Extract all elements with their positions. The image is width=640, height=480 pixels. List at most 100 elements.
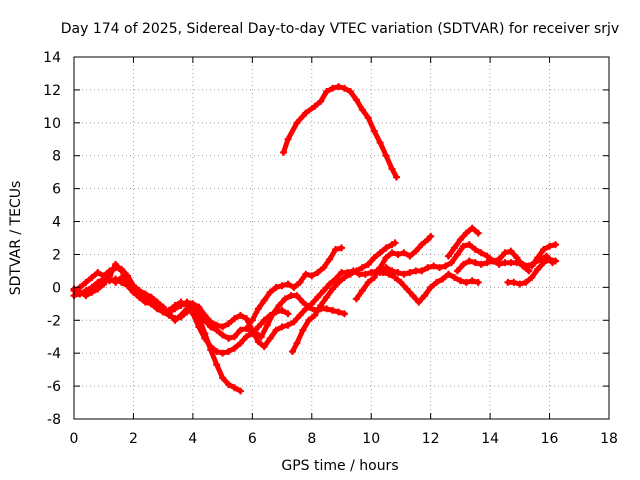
data-point <box>391 273 399 281</box>
data-point <box>534 265 542 273</box>
data-point <box>474 278 482 286</box>
data-point <box>346 270 354 278</box>
data-point <box>225 380 233 388</box>
data-point <box>388 165 396 173</box>
data-point <box>335 83 343 91</box>
data-point <box>436 264 444 272</box>
data-point <box>376 249 384 257</box>
data-point <box>519 260 527 268</box>
y-tick-label: 2 <box>52 247 61 263</box>
data-point <box>340 310 348 318</box>
data-point <box>177 298 185 306</box>
x-tick-label: 0 <box>70 431 79 447</box>
data-point <box>364 278 372 286</box>
data-point <box>254 338 262 346</box>
y-tick-label: 14 <box>43 50 61 66</box>
series-arc-k <box>453 252 559 275</box>
data-point <box>236 311 244 319</box>
y-tick-label: 10 <box>43 116 61 132</box>
data-point <box>305 316 313 324</box>
data-point <box>260 297 268 305</box>
series-line <box>249 245 344 323</box>
data-point <box>367 269 375 277</box>
data-point <box>338 269 345 277</box>
y-tick-label: 4 <box>52 215 61 231</box>
data-point <box>465 241 473 249</box>
data-point <box>406 269 414 277</box>
data-point <box>326 255 334 263</box>
data-point <box>507 259 515 267</box>
data-point <box>118 273 126 281</box>
data-point <box>540 246 548 254</box>
data-point <box>392 173 400 181</box>
series-arc-high <box>280 83 400 181</box>
data-point <box>462 229 470 237</box>
data-point <box>287 292 295 300</box>
data-point <box>358 264 366 272</box>
data-point <box>352 96 360 104</box>
data-point <box>225 348 233 356</box>
data-point <box>329 306 337 314</box>
data-point <box>430 262 438 270</box>
data-point <box>284 310 292 318</box>
data-point <box>459 260 467 268</box>
y-tick-label: 0 <box>52 280 61 296</box>
data-point <box>106 277 114 285</box>
data-point <box>88 273 96 281</box>
data-point <box>284 135 292 143</box>
data-point <box>552 241 559 249</box>
data-point <box>269 310 277 318</box>
data-point <box>207 318 215 326</box>
data-point <box>352 295 360 303</box>
data-point <box>213 348 221 356</box>
data-point <box>483 252 491 260</box>
data-point <box>290 318 298 326</box>
data-point <box>106 267 114 275</box>
data-point <box>94 278 102 286</box>
data-point <box>299 326 307 334</box>
data-point <box>320 287 328 295</box>
data-point <box>388 249 396 257</box>
y-axis-label: SDTVAR / TECUs <box>8 181 24 296</box>
data-point <box>358 287 366 295</box>
series-arc-g <box>288 239 399 356</box>
data-point <box>382 264 390 272</box>
data-point <box>254 305 262 313</box>
data-point <box>311 311 319 319</box>
data-point <box>207 343 215 351</box>
data-point <box>189 310 197 318</box>
data-point <box>280 148 288 156</box>
data-point <box>376 139 384 147</box>
data-point <box>314 269 322 277</box>
data-point <box>242 315 250 323</box>
data-point <box>370 273 378 281</box>
data-point <box>141 290 149 298</box>
data-point <box>242 333 250 341</box>
data-point <box>323 88 331 96</box>
data-point <box>456 277 464 285</box>
grid <box>74 57 609 419</box>
data-point <box>364 114 372 122</box>
series-arc-f <box>257 292 348 341</box>
data-point <box>326 280 334 288</box>
data-point <box>382 244 390 252</box>
data-point <box>459 242 467 250</box>
series-line <box>71 276 243 394</box>
data-point <box>358 106 366 114</box>
data-point <box>376 269 384 277</box>
data-point <box>165 310 173 318</box>
data-point <box>266 334 274 342</box>
data-point <box>412 267 420 275</box>
x-tick-label: 4 <box>188 431 197 447</box>
data-point <box>462 278 470 286</box>
series-arc-j <box>445 224 482 260</box>
y-tick-label: -8 <box>47 412 61 428</box>
data-point <box>278 306 286 314</box>
data-point <box>534 254 542 262</box>
data-point <box>418 241 426 249</box>
data-point <box>338 244 345 252</box>
data-point <box>278 323 286 331</box>
data-point <box>415 298 423 306</box>
y-tick-label: 6 <box>52 182 61 198</box>
